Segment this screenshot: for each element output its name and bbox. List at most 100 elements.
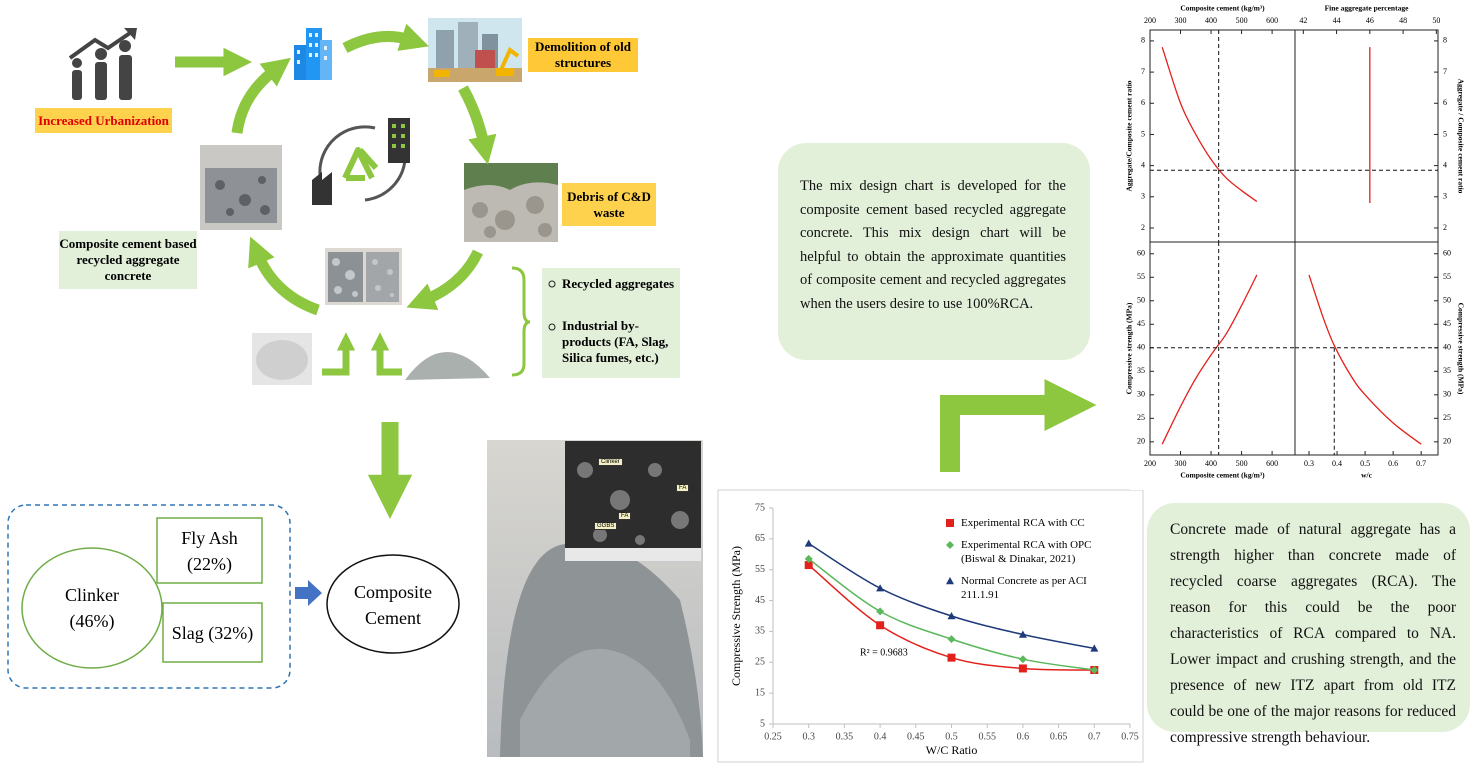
y-tick-label: 55: [1137, 272, 1145, 281]
y-tick-label: 5: [1443, 129, 1447, 138]
y-tick-label: 8: [1443, 36, 1447, 45]
blue-arrow: [295, 580, 322, 606]
concrete-photo: [200, 145, 282, 230]
data-point: [876, 584, 885, 592]
mix-design-note: The mix design chart is developed for th…: [800, 178, 1066, 312]
y-tick-label: 30: [1443, 390, 1451, 399]
composition-box: [7, 504, 291, 689]
y-tick-label: 2: [1443, 223, 1447, 232]
note-box: [778, 143, 1090, 360]
y-tick-label: 55: [755, 564, 765, 575]
legend-label: Normal Concrete as per ACI 211.1.91: [961, 575, 1087, 601]
data-point: [947, 635, 956, 644]
x-tick-label: 300: [1175, 16, 1187, 25]
y-tick-label: 65: [755, 533, 765, 544]
data-point: [1018, 630, 1027, 638]
mix-chart-frame: [1130, 0, 1480, 490]
x-axis-label: w/c: [1361, 471, 1373, 480]
slag-shape: [162, 602, 263, 663]
x-tick-label: 0.7: [1416, 459, 1426, 468]
x-axis-label: Fine aggregate percentage: [1325, 4, 1410, 13]
y-tick-label: 20: [1443, 437, 1451, 446]
fly-ash-label: Fly Ash (22%): [181, 527, 238, 574]
y-tick-label: 35: [1137, 366, 1145, 375]
y-tick-label: 20: [1137, 437, 1145, 446]
debris-label: Debris of C&D waste: [562, 183, 656, 226]
y-tick-label: 60: [1443, 249, 1451, 258]
x-tick-label: 600: [1266, 16, 1278, 25]
y-tick-label: 30: [1137, 390, 1145, 399]
legend-swatch: [946, 541, 954, 549]
x-tick-label: 0.3: [1304, 459, 1314, 468]
x-tick-label: 0.65: [1050, 731, 1068, 742]
note-box: [1147, 503, 1470, 732]
curve: [1308, 274, 1422, 445]
y-tick-label: 35: [755, 626, 765, 637]
x-tick-label: 0.5: [1360, 459, 1370, 468]
y-tick-label: 55: [1443, 272, 1451, 281]
input-item: Industrial by-products (FA, Slag, Silica…: [562, 318, 669, 365]
y-tick-label: 7: [1443, 67, 1447, 76]
x-tick-label: 500: [1236, 459, 1248, 468]
data-point: [1018, 655, 1027, 664]
urbanization-icon: [68, 28, 137, 100]
y-axis-label: Aggregate/Composite cement ratio: [1125, 80, 1134, 191]
x-tick-label: 0.6: [1017, 731, 1030, 742]
composite-shape: [326, 554, 460, 654]
product-label: Composite cement based recycled aggregat…: [59, 231, 197, 289]
data-point: [1090, 666, 1099, 674]
x-tick-label: 0.35: [836, 731, 854, 742]
fly-ash-shape: [156, 517, 263, 584]
strength-note: Concrete made of natural aggregate has a…: [1170, 521, 1456, 746]
x-tick-label: 0.25: [764, 731, 782, 742]
y-tick-label: 6: [1141, 98, 1145, 107]
y-axis-label: Compressive Strength (MPa): [729, 546, 743, 686]
y-tick-label: 3: [1443, 192, 1447, 201]
x-tick-label: 0.55: [978, 731, 996, 742]
y-axis-label: Compressive strength (MPa): [1125, 302, 1134, 394]
sem-label: Clinker: [598, 458, 623, 466]
x-tick-label: 0.45: [907, 731, 925, 742]
data-point: [876, 607, 885, 616]
x-tick-label: 200: [1144, 16, 1156, 25]
data-point: [804, 554, 813, 563]
bullet: [548, 280, 556, 288]
x-tick-label: 500: [1236, 16, 1248, 25]
y-tick-label: 35: [1443, 366, 1451, 375]
recycle-icon: [298, 115, 410, 205]
x-axis-label: Composite cement (kg/m³): [1180, 471, 1265, 480]
y-tick-label: 60: [1137, 249, 1145, 258]
legend: Experimental RCA with CC Experimental RCA…: [945, 516, 1123, 610]
clinker-shape: [21, 547, 163, 669]
y-tick-label: 40: [1443, 343, 1451, 352]
sem-label: FA: [676, 484, 690, 492]
curve: [1161, 46, 1258, 202]
curve: [1161, 274, 1258, 445]
x-tick-label: 50: [1432, 16, 1440, 25]
bullet: [548, 323, 556, 331]
legend-swatch: [946, 519, 954, 527]
slag-label: Slag (32%): [171, 622, 254, 643]
y-tick-label: 45: [755, 595, 765, 606]
x-tick-label: 46: [1366, 16, 1374, 25]
x-tick-label: 0.3: [802, 731, 815, 742]
legend-swatch: [946, 577, 954, 585]
inputs-box: [542, 268, 680, 378]
scatter-frame: [717, 489, 1144, 763]
y-tick-label: 45: [1137, 319, 1145, 328]
data-point: [804, 539, 813, 547]
y-tick-label: 15: [755, 687, 765, 698]
input-item: Recycled aggregates: [562, 276, 675, 291]
y-tick-label: 4: [1141, 160, 1145, 169]
legend-marker: [946, 577, 954, 585]
legend-marker: [946, 519, 954, 527]
legend-marker: [946, 541, 954, 549]
x-tick-label: 400: [1205, 16, 1217, 25]
brace: [511, 266, 531, 377]
x-tick-label: 48: [1399, 16, 1407, 25]
legend-item: Experimental RCA with OPC (Biswal & Dina…: [945, 538, 1123, 566]
x-tick-label: 400: [1205, 459, 1217, 468]
y-tick-label: 6: [1443, 98, 1447, 107]
